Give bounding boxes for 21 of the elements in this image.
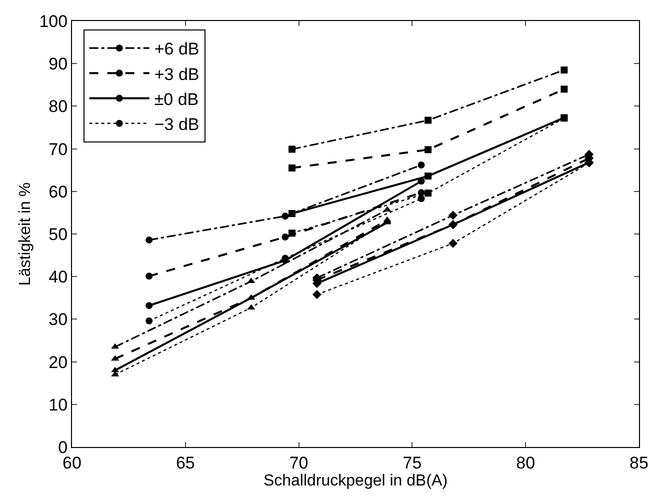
y-axis-title: Lästigkeit in % [17, 182, 34, 286]
y-tick-label: 80 [48, 97, 68, 116]
y-tick-label: 40 [48, 268, 68, 287]
x-tick-label: 80 [516, 453, 536, 472]
y-tick-label: 10 [48, 395, 68, 414]
y-tick-label: 60 [48, 182, 68, 202]
legend-label: +3 dB [154, 64, 200, 84]
legend-label: ±0 dB [154, 90, 199, 109]
x-axis-title: Schalldruckpegel in dB(A) [263, 472, 448, 490]
y-tick-label: 20 [48, 352, 68, 372]
x-tick-label: 65 [176, 453, 195, 472]
x-tick-label: 70 [289, 453, 308, 472]
y-tick-label: 100 [39, 12, 68, 31]
x-tick-label: 85 [630, 453, 648, 472]
y-tick-label: 50 [48, 224, 68, 244]
y-tick-label: 70 [48, 140, 68, 159]
y-tick-label: 90 [48, 54, 68, 74]
x-tick-label: 75 [402, 453, 422, 472]
legend-label: −3 dB [154, 115, 200, 134]
legend-label: +6 dB [154, 40, 200, 59]
y-tick-label: 30 [48, 310, 68, 330]
